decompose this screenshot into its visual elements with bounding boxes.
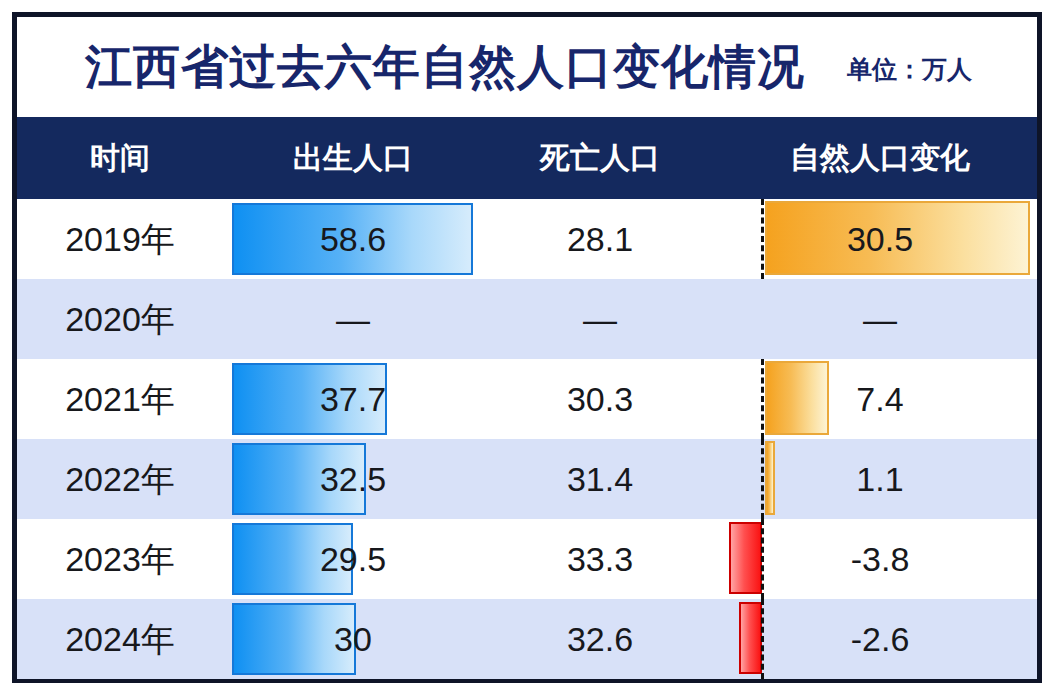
year-label: 2019年 — [20, 199, 220, 279]
year-label: 2021年 — [20, 359, 220, 439]
infographic-page: { "title": { "text": "江西省过去六年自然人口变化情况", … — [0, 0, 1054, 696]
year-label: 2023年 — [20, 519, 220, 599]
birth-value: — — [253, 279, 453, 359]
death-value: 31.4 — [500, 439, 700, 519]
change-bar-negative — [729, 522, 762, 594]
col-header-births: 出生人口 — [253, 117, 453, 199]
birth-value: 32.5 — [253, 439, 453, 519]
birth-value: 58.6 — [253, 199, 453, 279]
year-label: 2024年 — [20, 599, 220, 679]
death-value: — — [500, 279, 700, 359]
year-label: 2020年 — [20, 279, 220, 359]
col-header-deaths: 死亡人口 — [500, 117, 700, 199]
death-value: 30.3 — [500, 359, 700, 439]
table-row: 2024年 30 32.6 -2.6 — [17, 599, 1037, 679]
col-header-time: 时间 — [20, 117, 220, 199]
change-value: -3.8 — [760, 519, 1000, 599]
change-value: 7.4 — [760, 359, 1000, 439]
unit-label: 单位：万人 — [847, 53, 972, 86]
death-value: 32.6 — [500, 599, 700, 679]
change-bar-negative — [739, 602, 762, 674]
birth-value: 30 — [253, 599, 453, 679]
page-title: 江西省过去六年自然人口变化情况 — [85, 36, 805, 99]
death-value: 33.3 — [500, 519, 700, 599]
change-value: -2.6 — [760, 599, 1000, 679]
birth-value: 29.5 — [253, 519, 453, 599]
change-value: — — [760, 279, 1000, 359]
year-label: 2022年 — [20, 439, 220, 519]
birth-value: 37.7 — [253, 359, 453, 439]
death-value: 28.1 — [500, 199, 700, 279]
col-header-change: 自然人口变化 — [760, 117, 1000, 199]
title-bar: 江西省过去六年自然人口变化情况 单位：万人 — [17, 17, 1037, 117]
chart-card: 江西省过去六年自然人口变化情况 单位：万人 时间 出生人口 死亡人口 自然人口变… — [12, 12, 1042, 683]
table-row: 2021年 37.7 30.3 7.4 — [17, 359, 1037, 439]
change-value: 30.5 — [760, 199, 1000, 279]
table-header: 时间 出生人口 死亡人口 自然人口变化 — [17, 117, 1037, 199]
table-row: 2023年 29.5 33.3 -3.8 — [17, 519, 1037, 599]
table-row: 2020年 — — — — [17, 279, 1037, 359]
table-row: 2019年 58.6 28.1 30.5 — [17, 199, 1037, 279]
change-value: 1.1 — [760, 439, 1000, 519]
table-row: 2022年 32.5 31.4 1.1 — [17, 439, 1037, 519]
